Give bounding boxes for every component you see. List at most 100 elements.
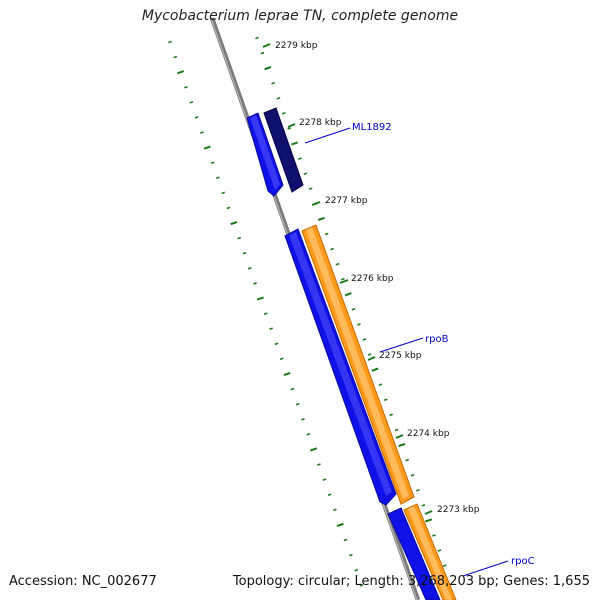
scale-tick xyxy=(395,434,404,439)
inner-tick-dot xyxy=(394,428,399,432)
inner-tick-dot xyxy=(335,262,340,266)
outer-tick-dot xyxy=(242,251,247,255)
gene-blue-long-shine xyxy=(289,232,392,496)
inner-tick-dot xyxy=(425,518,433,523)
inner-tick-dot xyxy=(378,383,383,387)
inner-tick-dot xyxy=(303,172,308,175)
inner-tick-dot xyxy=(264,66,272,71)
outer-tick-dot xyxy=(173,55,178,59)
outer-tick-dot xyxy=(226,206,231,210)
outer-tick-dot xyxy=(306,433,311,436)
tick-label-2279: 2279 kbp xyxy=(275,41,318,51)
tick-label-2277: 2277 kbp xyxy=(325,196,368,206)
gene-navy-arrow[interactable] xyxy=(263,107,304,193)
inner-tick-dot xyxy=(437,549,442,552)
outer-tick-dot xyxy=(256,296,264,301)
inner-tick-dot xyxy=(357,323,361,326)
inner-tick-dot xyxy=(405,458,410,462)
tick-label-2278: 2278 kbp xyxy=(299,118,342,128)
inner-tick-dot xyxy=(290,141,299,146)
outer-tick-dot xyxy=(168,40,172,44)
gene-navy[interactable] xyxy=(263,107,304,193)
accession-text: Accession: NC_002677 xyxy=(9,574,157,589)
inner-tick-dot xyxy=(340,277,345,281)
tick-label-2275: 2275 kbp xyxy=(379,351,422,361)
scale-tick xyxy=(262,43,271,48)
inner-tick-dot xyxy=(276,96,281,100)
outer-tick-dot xyxy=(327,493,332,497)
outer-tick-dot xyxy=(200,131,204,134)
inner-tick-dot xyxy=(308,187,313,191)
outer-tick-dot xyxy=(269,327,273,331)
inner-tick-dot xyxy=(371,367,379,372)
genome-title: Mycobacterium leprae TN, complete genome xyxy=(141,8,459,24)
gene-ml1892[interactable] xyxy=(246,112,284,197)
outer-tick-dot xyxy=(237,236,242,240)
inner-tick-dot xyxy=(416,488,420,492)
outer-tick-dot xyxy=(216,176,220,180)
inner-tick-dot xyxy=(330,247,334,251)
gene-rpoc-shine xyxy=(408,506,452,600)
inner-tick-dot xyxy=(255,36,259,40)
outer-tick-dot xyxy=(333,508,337,512)
outer-tick-dot xyxy=(343,538,348,542)
inner-tick-dot xyxy=(398,442,406,448)
inner-tick-dot xyxy=(298,157,302,160)
outer-tick-dot xyxy=(177,70,185,75)
outer-tick-dot xyxy=(189,101,194,104)
outer-tick-dot xyxy=(336,522,344,527)
outer-tick-dot xyxy=(295,402,300,406)
outer-tick-dot xyxy=(210,161,215,165)
outer-tick-dot xyxy=(230,221,238,226)
outer-tick-dot xyxy=(301,417,305,421)
inner-tick-dot xyxy=(287,127,292,130)
gene-labels: ML1892 rpoB rpoC xyxy=(304,122,535,577)
outer-tick-dot xyxy=(283,371,291,377)
outer-tick-dot xyxy=(322,478,327,481)
outer-tick-dot xyxy=(310,447,318,452)
outer-tick-dot xyxy=(263,312,268,315)
inner-tick-dot xyxy=(383,398,388,402)
gene-label-leader xyxy=(379,337,424,353)
outer-tick-dot xyxy=(184,85,188,89)
gene-rpob-shine xyxy=(306,227,409,499)
gene-label-leader xyxy=(462,560,509,577)
gene-label-leader xyxy=(304,127,351,144)
genome-summary-text: Topology: circular; Length: 3,268,203 bp… xyxy=(232,574,590,589)
inner-tick-dot xyxy=(432,534,436,537)
inner-tick-dot xyxy=(362,338,367,341)
inner-tick-dot xyxy=(351,308,356,311)
outer-tick-dot xyxy=(221,191,226,195)
gene-label-rpoc[interactable]: rpoC xyxy=(511,556,535,567)
gene-rpob[interactable] xyxy=(301,224,415,505)
scale-tick xyxy=(367,356,376,361)
outer-tick-dot xyxy=(203,145,211,150)
outer-tick-dot xyxy=(279,357,284,361)
outer-tick-dot xyxy=(317,463,321,466)
gene-blue-long[interactable] xyxy=(284,228,397,506)
scale-tick xyxy=(287,123,296,128)
inner-tick-dot xyxy=(442,564,447,567)
outer-tick-dot xyxy=(274,342,279,346)
scale-tick xyxy=(339,279,349,284)
gene-label-ml1892[interactable]: ML1892 xyxy=(352,122,392,133)
tick-label-2276: 2276 kbp xyxy=(351,274,394,284)
inner-tick-dots xyxy=(255,36,447,567)
gene-ml1892-shine xyxy=(250,115,280,190)
tick-label-2274: 2274 kbp xyxy=(407,429,450,439)
scale-tick xyxy=(424,510,433,515)
outer-tick-dot xyxy=(359,583,364,587)
tick-label-2273: 2273 kbp xyxy=(437,505,480,515)
inner-tick-dot xyxy=(324,232,329,236)
inner-tick-dot xyxy=(281,112,286,115)
scale-tick xyxy=(311,201,321,206)
outer-tick-dots xyxy=(168,40,364,587)
outer-tick-dot xyxy=(290,387,295,391)
outer-tick-dot xyxy=(253,282,257,285)
gene-label-rpob[interactable]: rpoB xyxy=(425,334,449,345)
inner-tick-dot xyxy=(260,51,265,55)
inner-tick-dot xyxy=(410,473,415,477)
kbp-scale: 2279 kbp 2278 kbp 2277 kbp 2276 kbp 2275… xyxy=(262,41,480,515)
